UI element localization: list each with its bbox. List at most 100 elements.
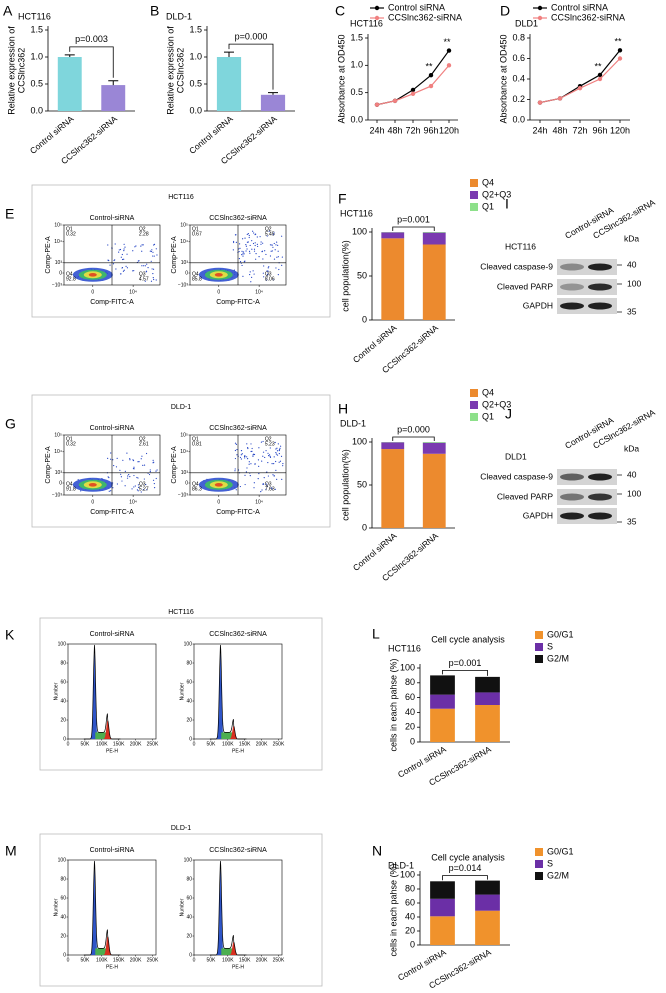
quadrant-name: Q2 xyxy=(139,226,146,232)
event-dot xyxy=(234,457,237,460)
event-dot xyxy=(276,256,278,258)
event-dot xyxy=(269,455,271,457)
event-dot xyxy=(249,475,251,477)
event-dot xyxy=(279,460,282,462)
legend-swatch xyxy=(470,401,478,409)
point xyxy=(577,86,583,91)
event-dot xyxy=(126,477,129,479)
event-dot xyxy=(136,476,138,479)
plot-box xyxy=(193,859,283,956)
event-dot xyxy=(123,258,125,260)
event-dot xyxy=(153,244,155,246)
y-tick-label: 10⁴ xyxy=(180,449,188,455)
event-dot xyxy=(133,466,135,468)
event-dot xyxy=(253,250,256,252)
event-dot xyxy=(272,246,274,248)
g2-peak xyxy=(229,941,238,955)
event-dot xyxy=(271,463,273,465)
quadrant-name: Q4 xyxy=(66,271,73,277)
y-tick-label: 40 xyxy=(60,914,66,920)
event-dot xyxy=(269,244,272,246)
x-axis-label: Comp-FITC-A xyxy=(216,299,260,306)
blot-strip xyxy=(557,489,617,505)
event-dot xyxy=(141,265,143,267)
event-dot xyxy=(274,249,276,251)
panel-frame xyxy=(31,394,331,528)
event-dot xyxy=(133,270,135,272)
event-dot xyxy=(260,241,262,243)
y-tick-label: 100 xyxy=(184,857,193,863)
event-dot xyxy=(128,473,130,476)
quadrant-value: 92.8 xyxy=(66,276,76,282)
y-tick-label: 80 xyxy=(405,677,415,687)
event-dot xyxy=(155,477,157,480)
panel-title: HCT116 xyxy=(168,609,194,616)
event-dot xyxy=(261,460,263,462)
plot-box xyxy=(193,643,283,740)
bar-segment xyxy=(430,898,455,917)
y-axis-label: CCSlnc362 xyxy=(16,48,26,94)
event-dot xyxy=(133,474,135,477)
bar-segment xyxy=(422,453,446,528)
event-dot xyxy=(119,469,121,471)
quadrant-value: 0.32 xyxy=(66,441,76,447)
x-tick-label: 0 xyxy=(67,957,70,963)
y-tick-label: 10³ xyxy=(181,470,189,476)
x-tick-label: 96h xyxy=(592,125,607,135)
event-dot xyxy=(124,246,126,248)
quadrant-value: 7.63 xyxy=(265,486,275,492)
event-dot xyxy=(266,485,268,487)
point xyxy=(410,91,416,96)
bar-segment xyxy=(430,916,455,945)
event-dot xyxy=(242,251,244,253)
event-dot xyxy=(144,280,146,282)
event-dot xyxy=(271,488,273,490)
y-tick-label: 0 xyxy=(410,939,415,949)
event-dot xyxy=(156,469,158,471)
event-dot xyxy=(137,477,139,479)
quadrant-value: 2.61 xyxy=(139,441,149,447)
cell-line: HCT116 xyxy=(505,241,536,251)
chart-title: Cell cycle analysis xyxy=(431,634,505,644)
legend-label: G2/M xyxy=(547,653,569,663)
event-dot xyxy=(245,471,248,473)
event-dot xyxy=(273,258,276,260)
event-dot xyxy=(146,489,148,491)
y-tick-label: 100 xyxy=(352,436,367,446)
event-dot xyxy=(278,449,281,451)
event-dot xyxy=(275,453,278,455)
event-dot xyxy=(258,255,260,258)
error-bar xyxy=(224,51,234,57)
x-tick-label: 72h xyxy=(405,125,420,135)
event-dot xyxy=(150,280,153,282)
event-dot xyxy=(254,242,256,244)
event-dot xyxy=(238,250,240,253)
event-dot xyxy=(109,264,111,266)
event-dot xyxy=(257,477,259,480)
event-dot xyxy=(150,260,152,262)
panel-letter: K xyxy=(5,627,15,643)
legend-label: CCSlnc362-siRNA xyxy=(388,12,462,22)
y-tick-label: 60 xyxy=(405,897,415,907)
y-tick-label: 0.0 xyxy=(350,114,363,124)
event-dot xyxy=(245,250,247,252)
y-axis-label: cells in each pahse (%) xyxy=(388,863,398,956)
event-dot xyxy=(267,475,269,477)
event-dot xyxy=(120,473,122,475)
y-tick-label: 10³ xyxy=(55,470,63,476)
event-dot xyxy=(253,482,255,484)
panel-frame xyxy=(39,617,323,771)
event-dot xyxy=(267,267,269,269)
event-dot xyxy=(235,241,237,244)
quadrant-value: 86.3 xyxy=(192,486,202,492)
event-dot xyxy=(110,452,112,454)
x-tick-label: 72h xyxy=(572,125,587,135)
x-tick-label: 0 xyxy=(91,499,94,505)
row-label: Cleaved caspase-9 xyxy=(480,261,553,271)
y-tick-label: 100 xyxy=(400,869,415,879)
event-dot xyxy=(269,456,272,458)
x-tick-label: 150K xyxy=(239,957,251,963)
marker-label: 35 xyxy=(627,516,637,526)
y-tick-label: 0.5 xyxy=(189,78,202,88)
bar-segment xyxy=(422,442,446,454)
